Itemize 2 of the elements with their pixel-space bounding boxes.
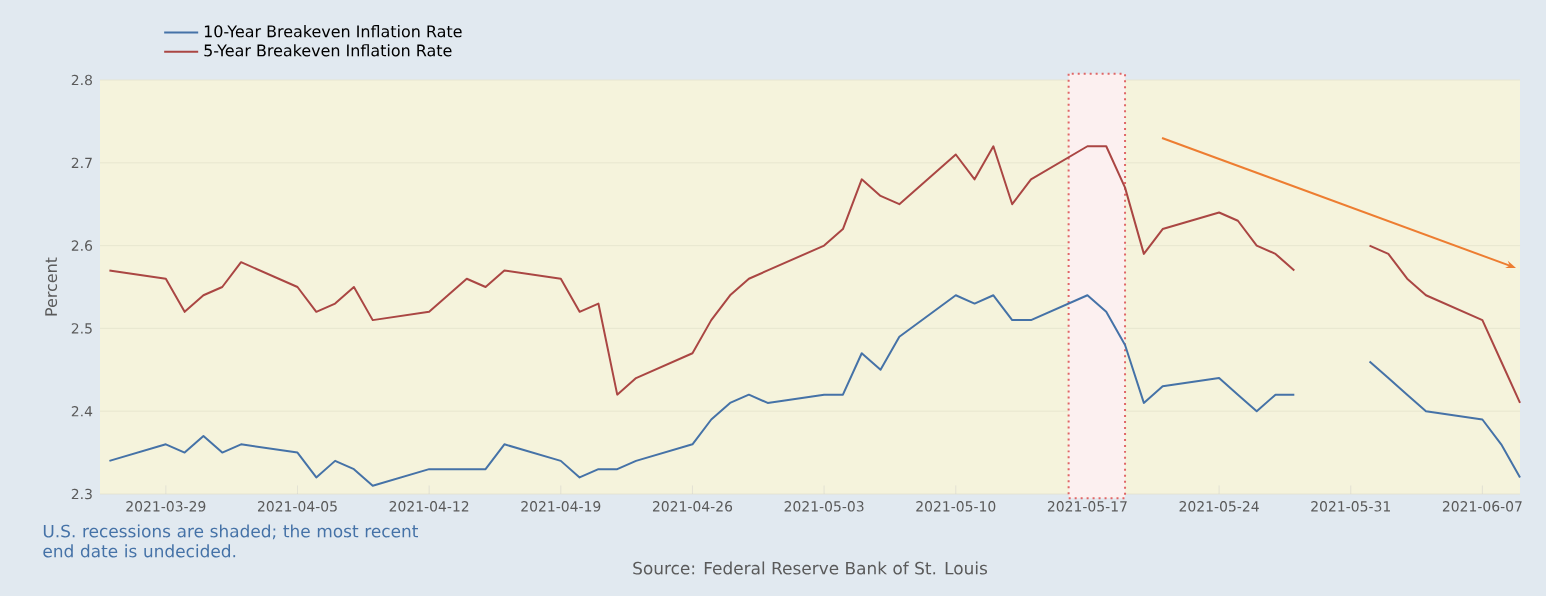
source-note: Source: Federal Reserve Bank of St. Louis: [633, 561, 988, 575]
text: U.S. recessions are shaded; the most recent end date is undecided.: [43, 524, 419, 558]
